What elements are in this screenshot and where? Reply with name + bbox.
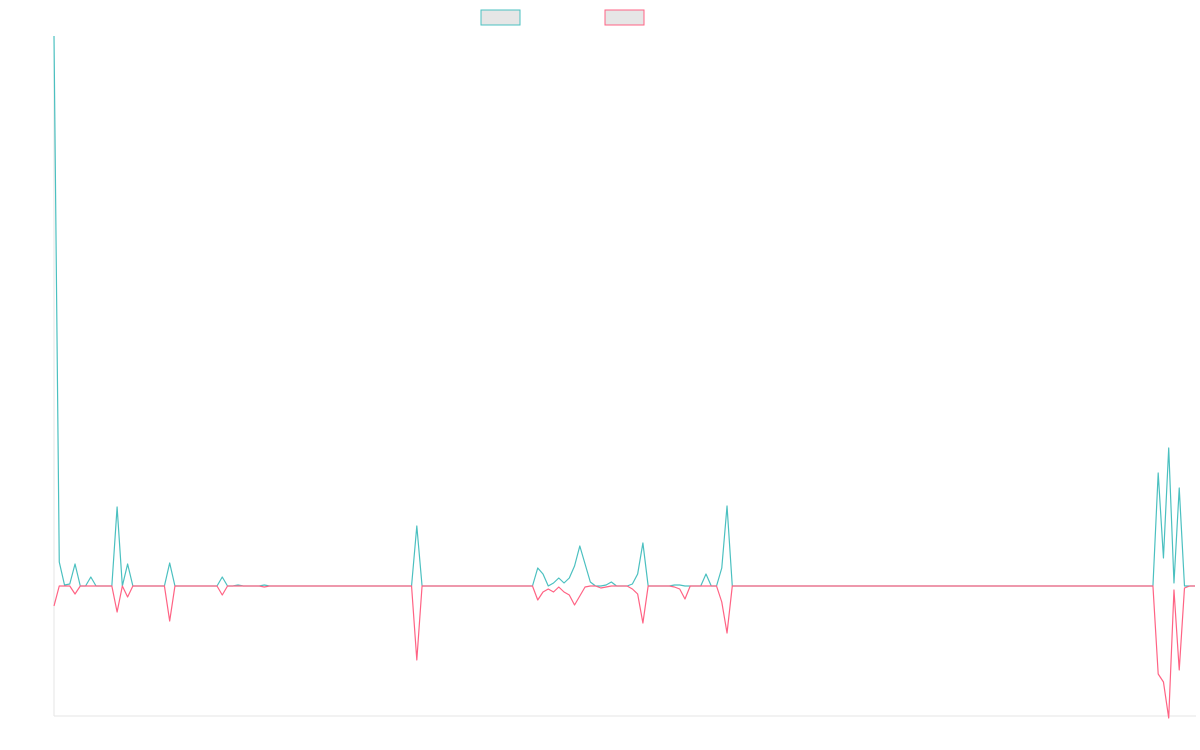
series-line xyxy=(53,585,1195,719)
series-line xyxy=(53,35,1195,587)
legend-swatch[interactable] xyxy=(480,9,521,26)
legend-swatch[interactable] xyxy=(604,9,645,26)
